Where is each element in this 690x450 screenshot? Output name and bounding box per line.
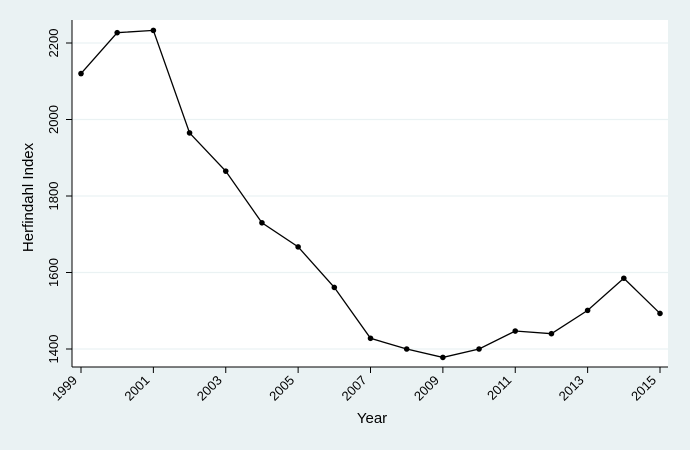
data-point-2007 [367, 335, 374, 342]
data-point-2006 [331, 284, 338, 291]
data-point-2009 [440, 354, 446, 361]
y-axis-title: Herfindahl Index [20, 142, 37, 252]
data-point-2003 [222, 168, 229, 174]
y-tick-label-1400: 1400 [46, 335, 61, 364]
data-point-2011 [512, 328, 519, 334]
data-point-2008 [403, 346, 410, 352]
data-point-2004 [259, 219, 265, 226]
data-point-1999 [78, 70, 84, 77]
y-tick-label-2000: 2000 [46, 105, 61, 134]
y-tick-label-2200: 2200 [46, 29, 61, 58]
y-tick-label-1800: 1800 [46, 182, 61, 211]
data-point-2000 [114, 29, 120, 36]
y-axis-ticks: 1400 1600 1800 2000 2200 [46, 29, 72, 364]
series-group [78, 27, 663, 361]
data-point-2013 [584, 307, 591, 314]
data-point-2012 [548, 330, 555, 337]
plot-area [72, 20, 668, 367]
data-point-2001 [150, 27, 157, 34]
y-tick-label-1600: 1600 [46, 258, 61, 287]
data-point-2015 [657, 310, 663, 317]
data-point-2005 [295, 244, 301, 250]
data-point-2014 [621, 275, 627, 282]
x-axis-title: Year [357, 410, 387, 427]
data-point-2010 [476, 346, 482, 352]
data-point-2002 [186, 130, 193, 136]
grid-lines [72, 42, 668, 350]
